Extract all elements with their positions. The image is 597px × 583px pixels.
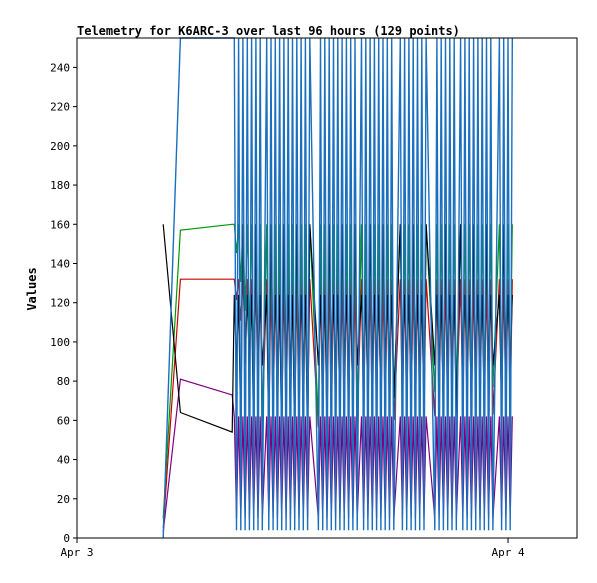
axes: 0 20 40 60 80 100 120 140 160 180 200 220 240 Apr 3 Ap… [50, 61, 525, 559]
y-tick-label: 180 [50, 179, 70, 192]
series-line-4 [162, 378, 513, 533]
y-axis-label: Values [25, 267, 39, 310]
y-tick-label: 80 [57, 375, 70, 388]
series-4 [162, 378, 513, 533]
y-tick-label: 120 [50, 297, 70, 310]
x-tick-label: Apr 4 [491, 546, 524, 559]
series-line-0 [162, 37, 513, 539]
x-tick-label: Apr 3 [60, 546, 93, 559]
y-tick-label: 60 [57, 414, 70, 427]
y-tick-label: 140 [50, 257, 70, 270]
y-tick-label: 240 [50, 61, 70, 74]
plot-area [162, 37, 513, 539]
plot-frame [76, 37, 578, 539]
y-tick-label: 0 [63, 532, 70, 545]
y-tick-label: 20 [57, 493, 70, 506]
y-tick-label: 40 [57, 454, 70, 467]
y-tick-label: 100 [50, 336, 70, 349]
y-tick-label: 160 [50, 218, 70, 231]
y-tick-label: 200 [50, 140, 70, 153]
series-0 [162, 37, 513, 539]
chart-title: Telemetry for K6ARC-3 over last 96 hours… [77, 24, 460, 38]
y-tick-label: 220 [50, 101, 70, 114]
